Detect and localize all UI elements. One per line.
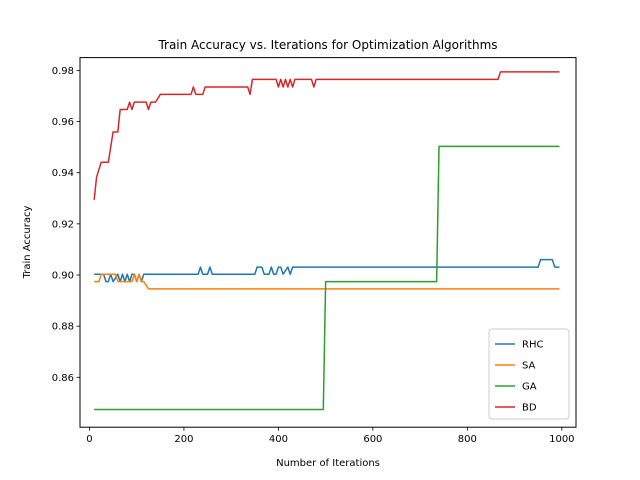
x-tick-label: 1000 [549, 434, 574, 445]
y-tick-label: 0.86 [52, 373, 74, 384]
legend-box [488, 328, 570, 420]
y-tick-label: 0.92 [52, 219, 74, 230]
series-line-bd [93, 71, 560, 200]
x-tick-label: 800 [458, 434, 477, 445]
x-tick-label: 200 [174, 434, 193, 445]
y-tick-label: 0.90 [52, 271, 74, 282]
legend: RHC SA GA BD [488, 328, 570, 420]
y-tick-label: 0.98 [52, 66, 74, 77]
x-tick-label: 400 [269, 434, 288, 445]
legend-label-sa: SA [522, 361, 536, 372]
x-tick-label: 0 [86, 434, 92, 445]
y-axis-label: Train Accuracy [22, 206, 33, 280]
axes-frame [79, 57, 577, 428]
plot-area [93, 71, 560, 411]
x-axis: 0 200 400 600 800 1000 [86, 427, 575, 445]
x-tick-label: 600 [363, 434, 382, 445]
chart-title: Train Accuracy vs. Iterations for Optimi… [157, 38, 497, 52]
legend-label-rhc: RHC [522, 340, 543, 351]
series-line-sa [94, 273, 560, 290]
series-line-rhc [94, 258, 560, 283]
legend-label-bd: BD [522, 403, 537, 414]
y-tick-label: 0.96 [52, 117, 74, 128]
legend-label-ga: GA [522, 382, 537, 393]
y-tick-label: 0.88 [52, 322, 74, 333]
x-axis-label: Number of Iterations [276, 458, 380, 469]
y-axis: 0.86 0.88 0.90 0.92 0.94 0.96 0.98 [52, 66, 80, 384]
y-tick-label: 0.94 [52, 168, 74, 179]
series-line-ga [94, 145, 560, 411]
